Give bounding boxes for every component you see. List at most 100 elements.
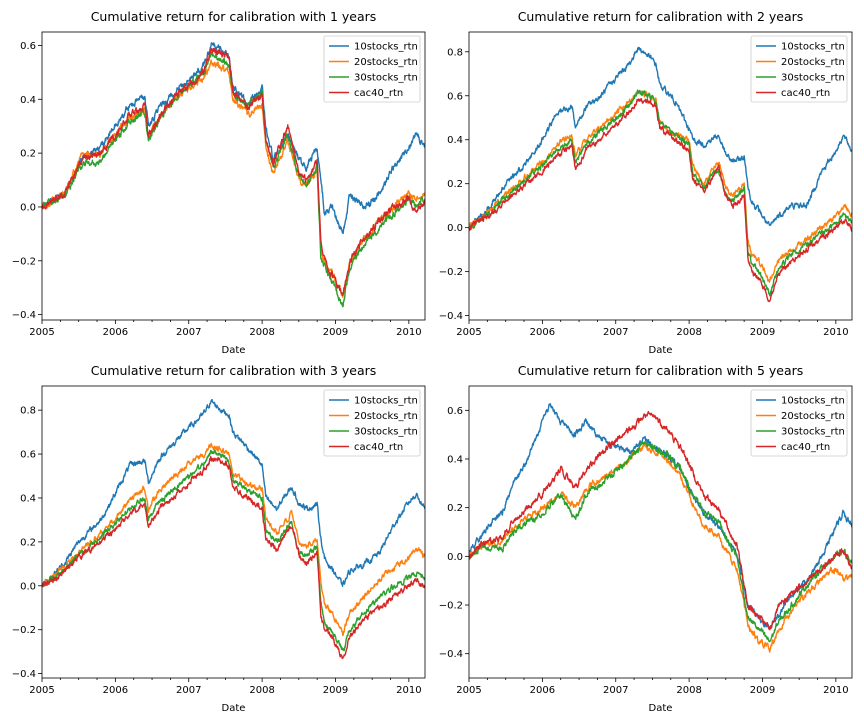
y-tick-label: 0.6 xyxy=(447,406,463,417)
y-tick-label: −0.4 xyxy=(12,669,36,680)
legend: 10stocks_rtn 20stocks_rtn 30stocks_rtn cac4… xyxy=(750,35,848,103)
legend-box xyxy=(750,35,848,103)
series-line-30stocks_rtn xyxy=(469,89,852,297)
x-axis-label: Date xyxy=(649,345,673,356)
chart-title: Cumulative return for calibration with 3… xyxy=(91,363,377,378)
series-group xyxy=(42,42,425,308)
y-tick-label: 0.0 xyxy=(20,581,36,592)
legend: 10stocks_rtn 20stocks_rtn 30stocks_rtn cac4… xyxy=(323,389,421,457)
series-line-30stocks_rtn xyxy=(42,449,425,652)
legend-label: 10stocks_rtn xyxy=(781,42,845,53)
y-tick-label: −0.4 xyxy=(12,310,36,321)
x-tick-label: 2008 xyxy=(249,327,274,338)
legend-box xyxy=(750,389,848,457)
legend-label: cac40_rtn xyxy=(354,88,403,99)
y-tick-label: 0.4 xyxy=(20,95,36,106)
series-line-20stocks_rtn xyxy=(42,59,425,298)
series-line-20stocks_rtn xyxy=(469,441,852,653)
y-tick-label: 0.8 xyxy=(447,47,463,58)
y-tick-label: 0.0 xyxy=(447,552,463,563)
series-group xyxy=(469,403,852,653)
legend-label: 20stocks_rtn xyxy=(354,411,418,422)
series-group xyxy=(469,46,852,303)
x-tick-label: 2006 xyxy=(103,327,128,338)
x-tick-label: 2010 xyxy=(396,327,421,338)
legend-box xyxy=(323,35,421,103)
y-tick-label: 0.0 xyxy=(447,223,463,234)
axes-frame xyxy=(41,385,426,679)
legend-label: 10stocks_rtn xyxy=(781,396,845,407)
series-line-30stocks_rtn xyxy=(469,441,852,643)
x-tick-label: 2009 xyxy=(323,327,348,338)
x-tick-label: 2006 xyxy=(530,327,555,338)
chart-panel-1: Cumulative return for calibration with 1… xyxy=(12,9,426,356)
x-tick-label: 2007 xyxy=(603,685,628,696)
axes-frame xyxy=(468,31,853,321)
y-tick-label: −0.2 xyxy=(439,601,463,612)
x-tick-label: 2008 xyxy=(676,685,701,696)
legend-label: cac40_rtn xyxy=(781,88,830,99)
x-tick-label: 2007 xyxy=(176,327,201,338)
x-axis-label: Date xyxy=(222,703,246,714)
x-tick-label: 2005 xyxy=(456,685,481,696)
x-tick-label: 2010 xyxy=(396,685,421,696)
legend-label: cac40_rtn xyxy=(354,442,403,453)
legend: 10stocks_rtn 20stocks_rtn 30stocks_rtn cac4… xyxy=(323,35,421,103)
chart-title: Cumulative return for calibration with 2… xyxy=(518,9,804,24)
x-tick-label: 2008 xyxy=(249,685,274,696)
y-tick-label: 0.4 xyxy=(447,455,463,466)
series-line-10stocks_rtn xyxy=(469,46,852,229)
legend-label: 10stocks_rtn xyxy=(354,42,418,53)
chart-title: Cumulative return for calibration with 1… xyxy=(91,9,377,24)
y-tick-label: −0.2 xyxy=(12,256,36,267)
x-tick-label: 2006 xyxy=(530,685,555,696)
legend-label: cac40_rtn xyxy=(781,442,830,453)
y-tick-label: −0.2 xyxy=(439,267,463,278)
chart-title: Cumulative return for calibration with 5… xyxy=(518,363,804,378)
series-line-cac40_rtn xyxy=(469,410,852,631)
y-tick-label: 0.8 xyxy=(20,406,36,417)
axes-frame xyxy=(468,385,853,679)
legend-label: 20stocks_rtn xyxy=(354,57,418,68)
x-tick-label: 2009 xyxy=(750,685,775,696)
x-axis-label: Date xyxy=(222,345,246,356)
chart-panel-2: Cumulative return for calibration with 2… xyxy=(439,9,853,356)
x-axis-label: Date xyxy=(649,703,673,714)
y-tick-label: −0.4 xyxy=(439,311,463,322)
y-tick-label: 0.4 xyxy=(447,135,463,146)
chart-panel-3: Cumulative return for calibration with 3… xyxy=(12,363,426,714)
legend-label: 10stocks_rtn xyxy=(354,396,418,407)
legend-label: 30stocks_rtn xyxy=(354,73,418,84)
series-line-cac40_rtn xyxy=(42,455,425,660)
y-tick-label: 0.4 xyxy=(20,493,36,504)
x-tick-label: 2005 xyxy=(29,685,54,696)
axes-frame xyxy=(41,31,426,321)
y-tick-label: 0.0 xyxy=(20,202,36,213)
legend: 10stocks_rtn 20stocks_rtn 30stocks_rtn cac4… xyxy=(750,389,848,457)
y-tick-label: 0.2 xyxy=(447,503,463,514)
x-tick-label: 2009 xyxy=(323,685,348,696)
x-tick-label: 2005 xyxy=(29,327,54,338)
legend-label: 30stocks_rtn xyxy=(781,73,845,84)
y-tick-label: 0.2 xyxy=(447,179,463,190)
series-line-20stocks_rtn xyxy=(469,90,852,283)
x-tick-label: 2005 xyxy=(456,327,481,338)
x-tick-label: 2006 xyxy=(103,685,128,696)
y-tick-label: 0.2 xyxy=(20,537,36,548)
y-tick-label: −0.2 xyxy=(12,625,36,636)
x-tick-label: 2010 xyxy=(823,327,848,338)
x-tick-label: 2008 xyxy=(676,327,701,338)
y-tick-label: −0.4 xyxy=(439,649,463,660)
y-tick-label: 0.6 xyxy=(20,41,36,52)
series-line-cac40_rtn xyxy=(469,98,852,303)
y-tick-label: 0.6 xyxy=(20,450,36,461)
legend-label: 30stocks_rtn xyxy=(354,427,418,438)
legend-label: 20stocks_rtn xyxy=(781,411,845,422)
series-group xyxy=(42,398,425,660)
series-line-10stocks_rtn xyxy=(42,398,425,588)
x-tick-label: 2009 xyxy=(750,327,775,338)
series-line-10stocks_rtn xyxy=(42,42,425,235)
legend-label: 20stocks_rtn xyxy=(781,57,845,68)
x-tick-label: 2007 xyxy=(176,685,201,696)
